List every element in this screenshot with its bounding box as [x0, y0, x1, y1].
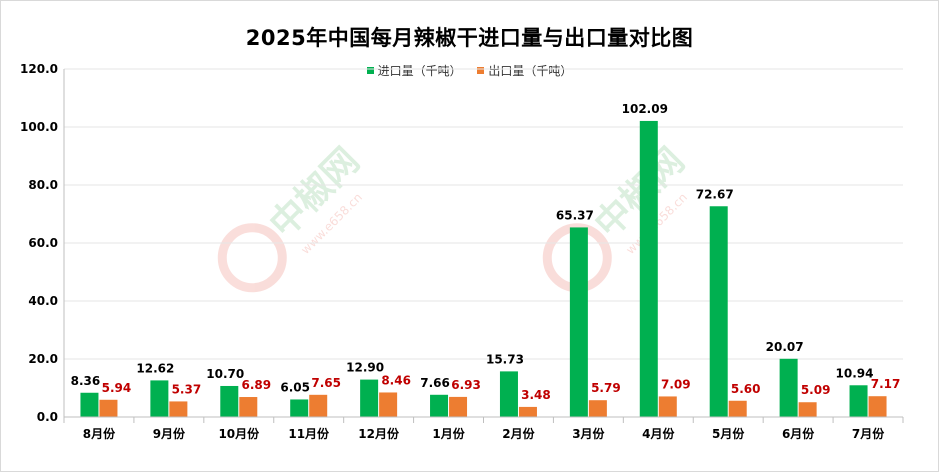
bar-export	[588, 400, 607, 417]
bar-import	[150, 380, 169, 417]
x-tick-label: 10月份	[218, 426, 260, 441]
legend-swatch-import	[366, 67, 374, 74]
grid-lines	[64, 68, 903, 360]
bar-import	[290, 399, 309, 417]
y-tick-label: 100.0	[20, 120, 58, 134]
watermark-logo-icon	[542, 223, 612, 293]
bar-import	[709, 206, 728, 417]
bar-import	[849, 385, 868, 417]
bar-import	[430, 394, 449, 417]
bar-import	[569, 227, 588, 417]
data-label-export: 5.79	[591, 381, 621, 395]
data-label-import: 12.90	[346, 361, 384, 375]
y-tick-label: 20.0	[28, 352, 58, 366]
data-label-import: 72.67	[696, 187, 734, 201]
y-tick-label: 60.0	[28, 236, 58, 250]
watermark-logo-icon	[217, 223, 287, 293]
chart-legend: 进口量（千吨） 出口量（千吨）	[0, 62, 939, 79]
y-tick-label: 80.0	[28, 178, 58, 192]
bar-import	[220, 385, 239, 417]
bar-export	[239, 397, 258, 417]
data-label-import: 12.62	[136, 361, 174, 375]
bar-export	[449, 396, 468, 417]
legend-label-export: 出口量（千吨）	[488, 64, 573, 78]
y-tick-label: 120.0	[20, 62, 58, 76]
y-tick-label: 40.0	[28, 294, 58, 308]
chart-title: 2025年中国每月辣椒干进口量与出口量对比图	[245, 26, 694, 50]
x-tick-label: 7月份	[852, 426, 885, 441]
data-label-export: 7.09	[661, 377, 691, 391]
bar-export	[99, 399, 118, 417]
data-label-export: 8.46	[381, 373, 411, 387]
data-label-import: 8.36	[71, 374, 101, 388]
legend-item-import: 进口量（千吨）	[366, 62, 462, 79]
legend-swatch-export	[477, 67, 485, 74]
data-label-import: 65.37	[556, 208, 594, 222]
x-tick-label: 1月份	[432, 426, 465, 441]
x-tick-label: 3月份	[572, 426, 605, 441]
bar-export	[518, 406, 537, 417]
bar-export	[169, 401, 188, 417]
bar-import	[499, 371, 518, 417]
data-label-export: 6.89	[241, 378, 271, 392]
bar-export	[309, 394, 328, 417]
bar-import	[779, 358, 798, 417]
data-label-import: 7.66	[420, 376, 450, 390]
bar-import	[360, 379, 379, 417]
bar-import	[80, 392, 99, 417]
bar-export	[798, 402, 817, 417]
y-tick-label: 0.0	[37, 410, 58, 424]
data-label-import: 102.09	[622, 102, 668, 116]
bars	[80, 120, 887, 418]
data-labels: 8.365.94 12.62 5.37 10.706.89 6.05 7.65 12.908…	[71, 102, 901, 402]
data-label-import: 10.94	[836, 366, 874, 380]
data-label-import: 15.73	[486, 352, 524, 366]
bar-import	[639, 120, 658, 418]
legend-label-import: 进口量（千吨）	[377, 64, 462, 78]
data-label-export: 7.17	[871, 377, 901, 391]
data-label-export: 5.09	[801, 383, 831, 397]
x-tick-label: 12月份	[358, 426, 400, 441]
x-tick-label: 9月份	[153, 426, 186, 441]
data-label-export: 5.37	[172, 382, 202, 396]
data-label-export: 5.94	[102, 381, 132, 395]
x-tick-label: 6月份	[782, 426, 815, 441]
data-label-import: 20.07	[766, 340, 804, 354]
data-label-import: 6.05	[280, 380, 310, 394]
bar-export	[868, 396, 887, 417]
legend-item-export: 出口量（千吨）	[477, 62, 572, 79]
x-tick-label: 5月份	[712, 426, 745, 441]
x-tick-label: 4月份	[642, 426, 675, 441]
data-label-export: 3.48	[521, 388, 551, 402]
axes: 0.0 20.0 40.0 60.0 80.0 100.0 120.0 8月份 9月份 10月份 1…	[20, 62, 904, 441]
data-label-export: 7.65	[311, 376, 341, 390]
data-label-import: 10.70	[206, 367, 244, 381]
x-tick-label: 8月份	[83, 426, 116, 441]
x-tick-label: 11月份	[288, 426, 330, 441]
bar-export	[379, 392, 398, 417]
x-tick-label: 2月份	[502, 426, 535, 441]
bar-export	[658, 396, 677, 417]
data-label-export: 6.93	[451, 378, 481, 392]
data-label-export: 5.60	[731, 382, 761, 396]
bar-export	[728, 400, 747, 417]
